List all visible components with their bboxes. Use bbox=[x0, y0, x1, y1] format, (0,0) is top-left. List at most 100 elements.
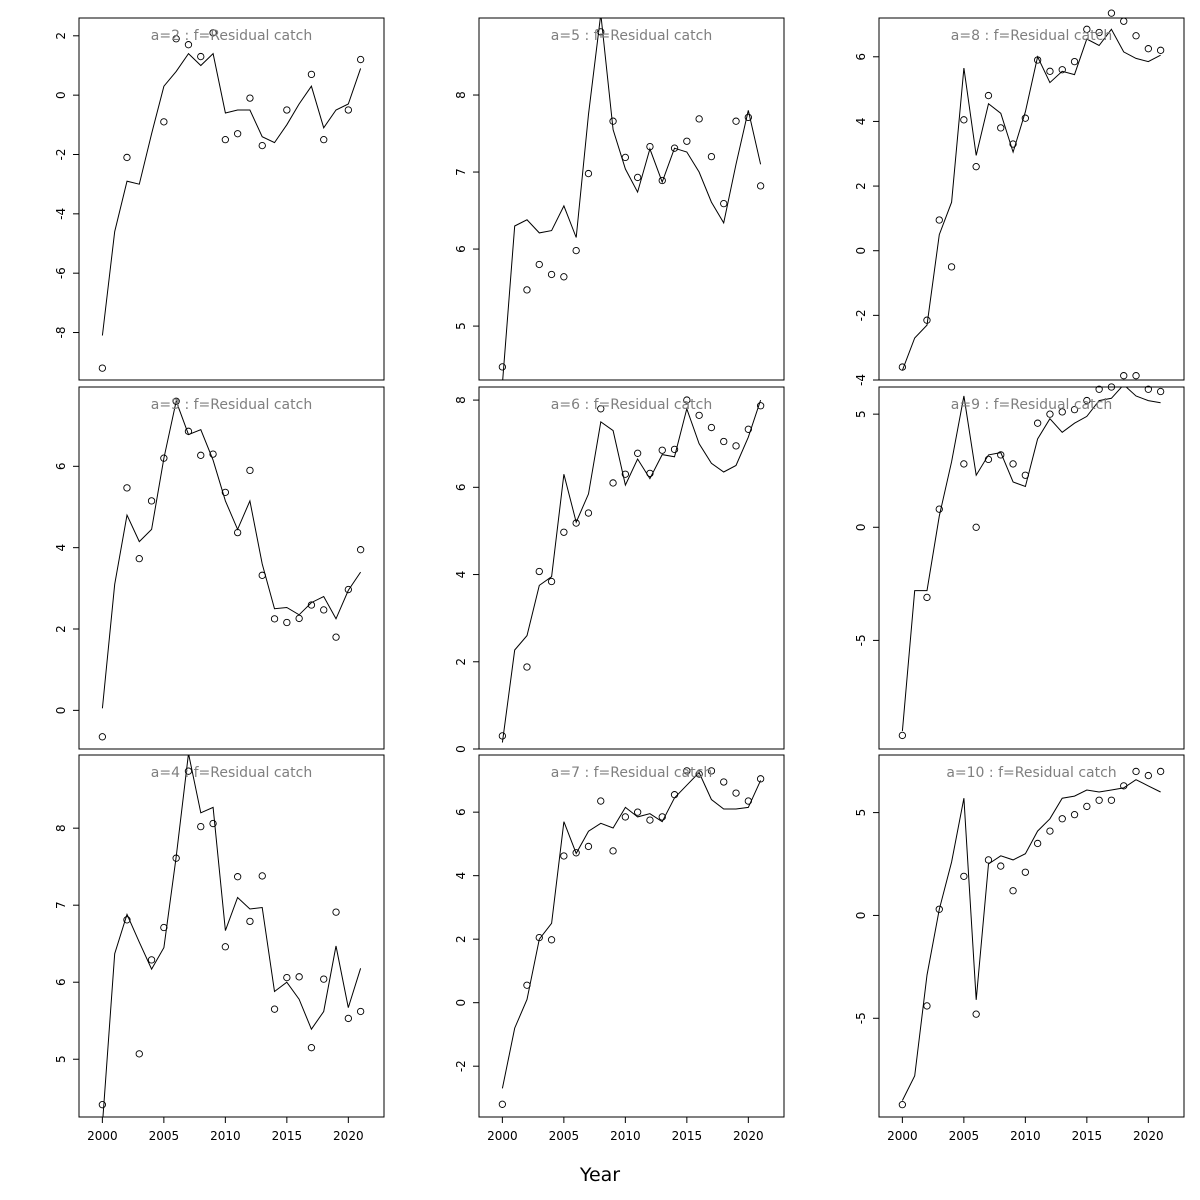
x-tick-label: 2015 bbox=[672, 1129, 703, 1143]
observed-point bbox=[1144, 45, 1152, 53]
y-tick-label: -2 bbox=[54, 149, 68, 161]
observed-point bbox=[756, 402, 765, 410]
y-tick-label: 5 bbox=[854, 809, 868, 817]
observed-point bbox=[658, 176, 666, 185]
observed-point bbox=[960, 460, 968, 468]
panel-frame bbox=[78, 17, 385, 381]
x-tick-label: 2015 bbox=[272, 1129, 303, 1143]
observed-point bbox=[584, 169, 593, 178]
observed-point bbox=[498, 1100, 507, 1108]
observed-point bbox=[209, 819, 217, 828]
panel-frame bbox=[78, 386, 385, 750]
observed-point bbox=[535, 567, 543, 576]
y-tick-label: 8 bbox=[454, 91, 468, 99]
observed-point bbox=[246, 94, 254, 102]
observed-point bbox=[295, 614, 303, 623]
observed-point bbox=[535, 260, 543, 269]
observed-point bbox=[1046, 410, 1054, 418]
y-tick-label: 4 bbox=[454, 872, 468, 880]
observed-point bbox=[947, 263, 956, 271]
observed-point bbox=[972, 1010, 980, 1018]
observed-point bbox=[523, 286, 531, 294]
observed-point bbox=[160, 454, 168, 462]
observed-point bbox=[1058, 408, 1066, 416]
y-tick-label: -5 bbox=[854, 1012, 868, 1024]
x-tick-label: 2020 bbox=[1133, 1129, 1164, 1143]
panel-frame bbox=[878, 17, 1185, 381]
observed-point bbox=[123, 484, 131, 492]
observed-point bbox=[283, 973, 291, 982]
x-tick-label: 2000 bbox=[487, 1129, 518, 1143]
panel-4: 0 2 4 6 a=3 : f=Residual catch bbox=[54, 386, 385, 750]
x-tick-label: 2010 bbox=[210, 1129, 241, 1143]
observed-point bbox=[1058, 815, 1066, 823]
observed-point bbox=[923, 593, 931, 602]
observed-point bbox=[744, 113, 752, 122]
observed-point bbox=[935, 505, 943, 513]
observed-point bbox=[270, 615, 279, 623]
observed-point bbox=[732, 789, 740, 797]
y-tick-label: 6 bbox=[54, 978, 68, 986]
observed-point bbox=[646, 142, 654, 151]
panel-title: a=7 : f=Residual catch bbox=[551, 765, 712, 781]
observed-point bbox=[209, 29, 217, 37]
observed-point bbox=[246, 917, 254, 926]
observed-point bbox=[707, 423, 716, 432]
observed-point bbox=[720, 778, 728, 786]
panel-5: 0 2 4 6 8 a=6 : f=Residual catch bbox=[454, 386, 785, 753]
observed-point bbox=[98, 1101, 107, 1109]
observed-point bbox=[732, 442, 740, 450]
observed-point bbox=[356, 1007, 365, 1016]
observed-point bbox=[621, 470, 630, 478]
y-tick-label: -8 bbox=[54, 327, 68, 339]
observed-point bbox=[98, 364, 107, 372]
y-tick-label: 4 bbox=[54, 544, 68, 552]
y-tick-label: 0 bbox=[454, 999, 468, 1007]
observed-point bbox=[1156, 46, 1165, 54]
observed-point bbox=[233, 528, 242, 537]
observed-point bbox=[1070, 405, 1079, 414]
y-tick-label: 5 bbox=[54, 1055, 68, 1063]
y-tick-label: -6 bbox=[54, 267, 68, 279]
observed-point bbox=[1144, 385, 1152, 393]
y-tick-label: 7 bbox=[54, 901, 68, 909]
observed-point bbox=[621, 813, 630, 821]
observed-point bbox=[307, 601, 316, 609]
observed-point bbox=[720, 199, 728, 208]
observed-point bbox=[744, 797, 752, 805]
observed-point bbox=[597, 797, 605, 805]
observed-point bbox=[172, 854, 180, 862]
observed-point bbox=[535, 933, 543, 942]
observed-point bbox=[1120, 17, 1128, 25]
observed-point bbox=[1009, 887, 1017, 895]
y-tick-label: -4 bbox=[854, 374, 868, 386]
observed-point bbox=[935, 905, 943, 913]
observed-point bbox=[572, 519, 580, 527]
observed-point bbox=[670, 791, 679, 799]
observed-point bbox=[160, 923, 168, 932]
fitted-line bbox=[101, 52, 362, 336]
y-tick-label: 6 bbox=[454, 245, 468, 253]
y-tick-label: 5 bbox=[454, 322, 468, 330]
y-tick-label: 6 bbox=[854, 53, 868, 61]
observed-point bbox=[1009, 460, 1017, 468]
x-tick-label: 2000 bbox=[887, 1129, 918, 1143]
x-tick-label: 2010 bbox=[1010, 1129, 1041, 1143]
panel-title: a=4 : f=Residual catch bbox=[151, 765, 312, 781]
observed-point bbox=[1021, 114, 1030, 122]
observed-point bbox=[1132, 767, 1140, 776]
panel-3: -4 -2 0 2 4 6 a=8 : f=Residual catch bbox=[854, 9, 1185, 386]
observed-point bbox=[621, 153, 630, 162]
observed-point bbox=[695, 411, 703, 419]
observed-point bbox=[972, 523, 980, 531]
panel-title: a=2 : f=Residual catch bbox=[151, 28, 312, 44]
fitted-line bbox=[502, 18, 762, 380]
observed-point bbox=[923, 316, 931, 324]
y-tick-label: 6 bbox=[454, 808, 468, 816]
observed-point bbox=[898, 731, 907, 740]
observed-point bbox=[1095, 385, 1103, 393]
x-tick-label: 2015 bbox=[1072, 1129, 1103, 1143]
observed-point bbox=[320, 606, 328, 614]
observed-point bbox=[344, 585, 352, 594]
observed-point bbox=[523, 663, 531, 671]
